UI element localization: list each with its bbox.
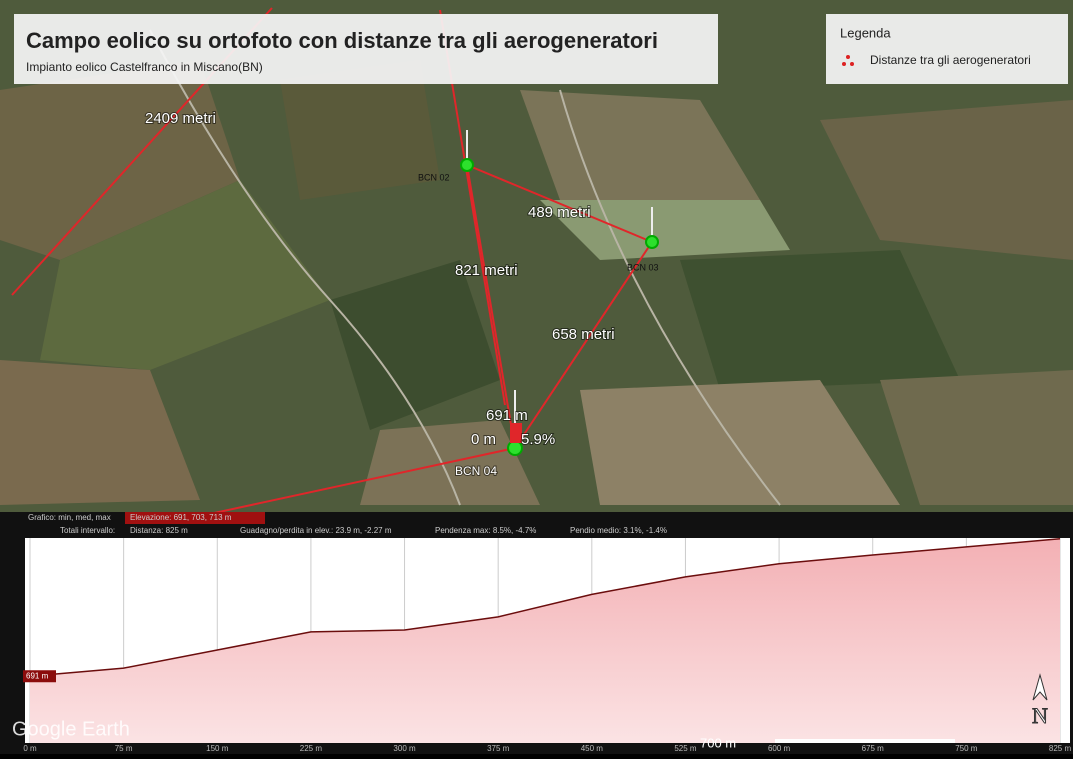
cursor-label: 0 m xyxy=(471,431,496,448)
distance-label: 821 metri xyxy=(455,262,518,279)
x-tick-label: 750 m xyxy=(955,744,978,753)
info-text: Distanza: 825 m xyxy=(130,526,188,535)
x-tick-label: 525 m xyxy=(674,744,697,753)
turbine-label: BCN 02 xyxy=(418,172,450,182)
distance-label: 2409 metri xyxy=(145,110,216,127)
info-text: Elevazione: 691, 703, 713 m xyxy=(130,513,232,522)
distance-label: 489 metri xyxy=(528,204,591,221)
logo: Google Earth xyxy=(12,718,130,740)
screenshot: 2409 metri 489 metri 821 metri 658 metri… xyxy=(0,0,1073,754)
turbine-label: BCN 03 xyxy=(627,262,659,272)
north-arrow: N xyxy=(1032,703,1048,728)
x-tick-label: 375 m xyxy=(487,744,510,753)
info-text: Grafico: min, med, max xyxy=(28,513,111,522)
x-tick-label: 675 m xyxy=(862,744,885,753)
x-tick-label: 600 m xyxy=(768,744,791,753)
scale-bar xyxy=(775,739,955,743)
distance-label: 658 metri xyxy=(552,326,615,343)
info-text: Totali intervallo: xyxy=(60,526,115,535)
info-text: Pendio medio: 3.1%, -1.4% xyxy=(570,526,667,535)
legend-title: Legenda xyxy=(840,25,891,40)
cursor-label: 5.9% xyxy=(521,431,555,448)
x-tick-label: 0 m xyxy=(23,744,37,753)
x-tick-label: 225 m xyxy=(300,744,323,753)
x-tick-label: 825 m xyxy=(1049,744,1072,753)
cursor-label: 691 m xyxy=(486,407,528,424)
scale-label: 700 m xyxy=(700,735,736,750)
subtitle: Impianto eolico Castelfranco in Miscano(… xyxy=(26,60,263,74)
legend-entry: Distanze tra gli aerogeneratori xyxy=(870,53,1031,67)
x-tick-label: 75 m xyxy=(115,744,133,753)
y-tick-label: 691 m xyxy=(26,671,49,680)
x-tick-label: 300 m xyxy=(393,744,416,753)
turbine-label: BCN 04 xyxy=(455,464,497,478)
x-tick-label: 150 m xyxy=(206,744,229,753)
info-text: Pendenza max: 8.5%, -4.7% xyxy=(435,526,536,535)
info-text: Guadagno/perdita in elev.: 23.9 m, -2.27… xyxy=(240,526,392,535)
title: Campo eolico su ortofoto con distanze tr… xyxy=(26,28,658,53)
x-tick-label: 450 m xyxy=(581,744,604,753)
